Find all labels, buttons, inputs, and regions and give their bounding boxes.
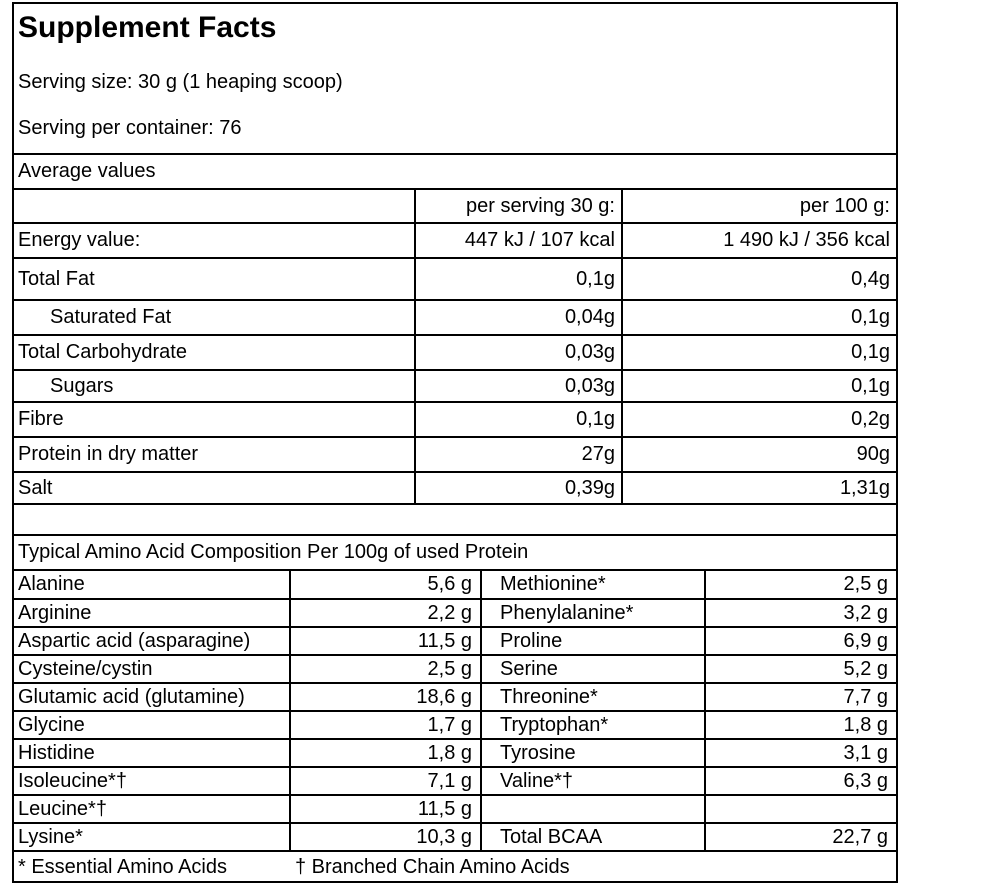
- servings-per-container-text: Serving per container: 76: [18, 117, 242, 139]
- col-header-per-100g: per 100 g:: [621, 190, 896, 224]
- table-row: Isoleucine*† 7,1 g Valine*† 6,3 g: [14, 766, 896, 796]
- amino-name: Proline: [480, 626, 706, 656]
- nutrient-name: Saturated Fat: [14, 299, 416, 336]
- table-row-sugars: Sugars 0,03g 0,1g: [14, 369, 896, 403]
- average-values-label: Average values: [14, 155, 896, 190]
- footnotes-row: * Essential Amino Acids † Branched Chain…: [14, 852, 896, 881]
- amino-value-empty: [704, 794, 896, 824]
- amino-value: 11,5 g: [289, 626, 482, 656]
- amino-name: Arginine: [14, 598, 291, 628]
- table-row: Aspartic acid (asparagine) 11,5 g Prolin…: [14, 626, 896, 656]
- amino-value: 5,6 g: [289, 571, 482, 600]
- nutrient-value-per-serving: 0,04g: [414, 299, 623, 336]
- nutrient-name: Salt: [14, 471, 416, 505]
- amino-name: Glycine: [14, 710, 291, 740]
- page-title: Supplement Facts: [18, 11, 277, 44]
- label-header-section: Supplement Facts Serving size: 30 g (1 h…: [14, 4, 896, 155]
- table-row: Alanine 5,6 g Methionine* 2,5 g: [14, 571, 896, 600]
- amino-value: 6,9 g: [704, 626, 896, 656]
- amino-name: Serine: [480, 654, 706, 684]
- nutrient-name: Energy value:: [14, 222, 416, 259]
- table-row: Glycine 1,7 g Tryptophan* 1,8 g: [14, 710, 896, 740]
- section-spacer: [14, 505, 896, 536]
- amino-value: 1,7 g: [289, 710, 482, 740]
- nutrient-name: Fibre: [14, 401, 416, 438]
- amino-name: Phenylalanine*: [480, 598, 706, 628]
- amino-name: Aspartic acid (asparagine): [14, 626, 291, 656]
- amino-name: Tryptophan*: [480, 710, 706, 740]
- amino-name: Isoleucine*†: [14, 766, 291, 796]
- nutrient-name: Protein in dry matter: [14, 436, 416, 473]
- table-row-energy: Energy value: 447 kJ / 107 kcal 1 490 kJ…: [14, 222, 896, 259]
- nutrient-value-per-serving: 0,1g: [414, 257, 623, 301]
- nutrition-header-row: per serving 30 g: per 100 g:: [14, 190, 896, 224]
- nutrient-value-per-100g: 0,2g: [621, 401, 896, 438]
- total-bcaa-value: 22,7 g: [704, 822, 896, 852]
- col-header-per-serving: per serving 30 g:: [414, 190, 623, 224]
- table-row: Leucine*† 11,5 g: [14, 794, 896, 824]
- amino-name: Glutamic acid (glutamine): [14, 682, 291, 712]
- amino-name: Leucine*†: [14, 794, 291, 824]
- amino-name: Methionine*: [480, 571, 706, 600]
- amino-value: 7,7 g: [704, 682, 896, 712]
- amino-name: Lysine*: [14, 822, 291, 852]
- amino-value: 2,5 g: [289, 654, 482, 684]
- footnote-essential: * Essential Amino Acids: [18, 855, 227, 878]
- amino-value: 18,6 g: [289, 682, 482, 712]
- nutrient-name: Total Carbohydrate: [14, 334, 416, 371]
- total-bcaa-label: Total BCAA: [480, 822, 706, 852]
- amino-value: 11,5 g: [289, 794, 482, 824]
- nutrient-value-per-serving: 0,1g: [414, 401, 623, 438]
- nutrient-value-per-serving: 27g: [414, 436, 623, 473]
- amino-name: Histidine: [14, 738, 291, 768]
- nutrient-value-per-100g: 90g: [621, 436, 896, 473]
- table-row: Glutamic acid (glutamine) 18,6 g Threoni…: [14, 682, 896, 712]
- amino-acid-table: Alanine 5,6 g Methionine* 2,5 g Arginine…: [14, 571, 896, 852]
- amino-section-title: Typical Amino Acid Composition Per 100g …: [14, 536, 896, 571]
- nutrient-value-per-100g: 0,1g: [621, 334, 896, 371]
- amino-value: 3,1 g: [704, 738, 896, 768]
- supplement-facts-label: Supplement Facts Serving size: 30 g (1 h…: [12, 2, 898, 883]
- amino-value: 1,8 g: [289, 738, 482, 768]
- table-row: Arginine 2,2 g Phenylalanine* 3,2 g: [14, 598, 896, 628]
- table-row-salt: Salt 0,39g 1,31g: [14, 471, 896, 505]
- nutrient-value-per-serving: 0,03g: [414, 334, 623, 371]
- amino-name: Tyrosine: [480, 738, 706, 768]
- table-row-saturated-fat: Saturated Fat 0,04g 0,1g: [14, 299, 896, 336]
- nutrient-name: Total Fat: [14, 257, 416, 301]
- table-row: Histidine 1,8 g Tyrosine 3,1 g: [14, 738, 896, 768]
- nutrition-table: per serving 30 g: per 100 g: Energy valu…: [14, 190, 896, 505]
- table-row: Lysine* 10,3 g Total BCAA 22,7 g: [14, 822, 896, 852]
- footnote-bcaa: † Branched Chain Amino Acids: [295, 855, 570, 878]
- table-row-total-carbohydrate: Total Carbohydrate 0,03g 0,1g: [14, 334, 896, 371]
- amino-name: Alanine: [14, 571, 291, 600]
- nutrient-value-per-100g: 0,1g: [621, 299, 896, 336]
- amino-value: 2,2 g: [289, 598, 482, 628]
- nutrition-header-empty-cell: [14, 190, 416, 224]
- nutrient-value-per-100g: 0,4g: [621, 257, 896, 301]
- nutrient-value-per-serving: 0,39g: [414, 471, 623, 505]
- nutrient-value-per-serving: 0,03g: [414, 369, 623, 403]
- amino-value: 7,1 g: [289, 766, 482, 796]
- nutrient-name: Sugars: [14, 369, 416, 403]
- amino-name: Threonine*: [480, 682, 706, 712]
- table-row: Cysteine/cystin 2,5 g Serine 5,2 g: [14, 654, 896, 684]
- serving-size-text: Serving size: 30 g (1 heaping scoop): [18, 71, 343, 93]
- amino-name-empty: [480, 794, 706, 824]
- nutrient-value-per-100g: 1,31g: [621, 471, 896, 505]
- nutrient-value-per-serving: 447 kJ / 107 kcal: [414, 222, 623, 259]
- table-row-fibre: Fibre 0,1g 0,2g: [14, 401, 896, 438]
- amino-value: 6,3 g: [704, 766, 896, 796]
- nutrient-value-per-100g: 1 490 kJ / 356 kcal: [621, 222, 896, 259]
- amino-value: 1,8 g: [704, 710, 896, 740]
- nutrient-value-per-100g: 0,1g: [621, 369, 896, 403]
- amino-value: 3,2 g: [704, 598, 896, 628]
- table-row-total-fat: Total Fat 0,1g 0,4g: [14, 257, 896, 301]
- amino-value: 5,2 g: [704, 654, 896, 684]
- table-row-protein: Protein in dry matter 27g 90g: [14, 436, 896, 473]
- amino-name: Cysteine/cystin: [14, 654, 291, 684]
- amino-value: 2,5 g: [704, 571, 896, 600]
- amino-value: 10,3 g: [289, 822, 482, 852]
- amino-name: Valine*†: [480, 766, 706, 796]
